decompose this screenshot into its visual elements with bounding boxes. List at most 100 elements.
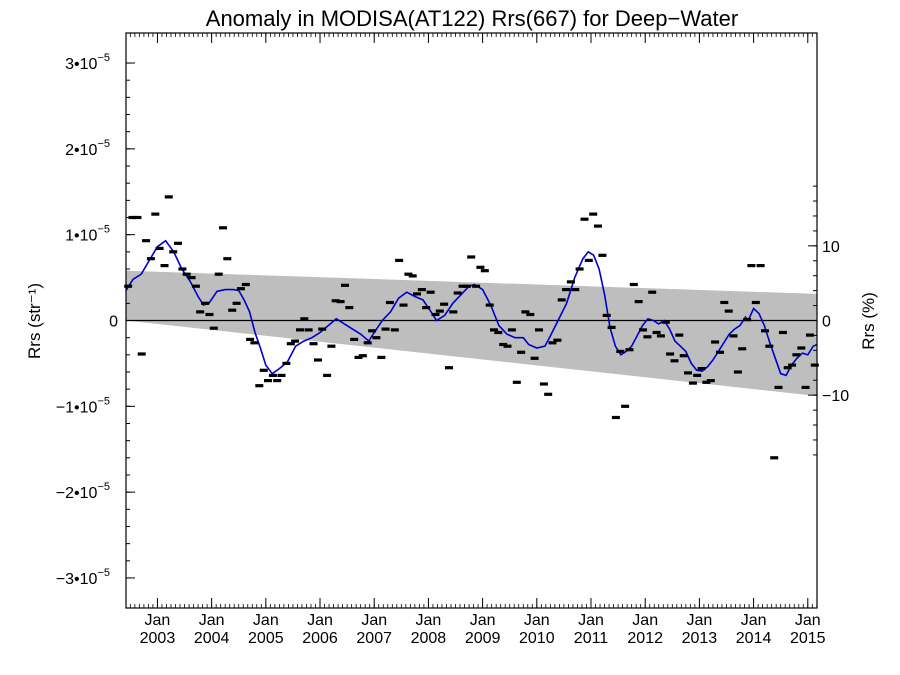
monthly-point: [191, 284, 200, 288]
monthly-point: [747, 264, 756, 268]
monthly-point: [187, 276, 196, 280]
monthly-point: [336, 300, 345, 304]
right-tick-label: −10: [822, 388, 849, 405]
x-tick-label-year: 2010: [519, 630, 555, 647]
left-tick-label: 3•10−5: [65, 52, 110, 73]
monthly-point: [733, 370, 742, 374]
monthly-point: [589, 212, 598, 216]
y-axis-label-right: Rrs (%): [859, 292, 878, 350]
monthly-point: [792, 353, 801, 357]
monthly-point: [661, 320, 670, 324]
monthly-point: [756, 264, 765, 268]
monthly-point: [512, 380, 521, 384]
monthly-point: [634, 300, 643, 304]
monthly-point: [214, 272, 223, 276]
monthly-point: [205, 312, 214, 317]
monthly-point: [584, 258, 593, 262]
monthly-point: [350, 337, 359, 341]
monthly-point: [408, 274, 417, 278]
monthly-point: [196, 310, 205, 314]
monthly-point: [724, 309, 733, 313]
monthly-point: [480, 269, 489, 273]
monthly-point: [246, 337, 255, 341]
monthly-point: [435, 309, 444, 313]
monthly-point: [381, 327, 390, 331]
monthly-point: [151, 212, 160, 216]
uncertainty-band-layer: [126, 270, 817, 397]
monthly-point: [639, 328, 647, 332]
monthly-point: [788, 363, 797, 367]
x-tick-label-month: Jan: [253, 612, 279, 629]
monthly-point: [675, 333, 684, 337]
x-tick-label-month: Jan: [416, 612, 442, 629]
monthly-point: [783, 366, 792, 370]
x-tick-label-month: Jan: [686, 612, 712, 629]
monthly-point: [236, 287, 245, 291]
monthly-point: [535, 328, 543, 332]
monthly-point: [616, 349, 625, 353]
x-tick-label-month: Jan: [361, 612, 387, 629]
monthly-point: [526, 312, 535, 317]
monthly-point: [472, 284, 481, 288]
monthly-point: [146, 257, 155, 261]
x-tick-label-year: 2006: [302, 630, 338, 647]
monthly-point: [385, 300, 394, 305]
monthly-point: [354, 355, 363, 359]
monthly-point: [313, 358, 322, 362]
monthly-point: [738, 347, 747, 351]
x-tick-label-month: Jan: [199, 612, 225, 629]
monthly-point: [611, 415, 620, 420]
monthly-point: [449, 310, 458, 314]
monthly-point: [544, 392, 553, 396]
monthly-point: [426, 290, 435, 294]
monthly-point: [702, 380, 711, 384]
monthly-point: [594, 224, 602, 228]
x-tick-label-month: Jan: [795, 612, 821, 629]
monthly-point: [219, 226, 227, 230]
x-tick-label-year: 2011: [574, 630, 609, 647]
monthly-point: [417, 288, 426, 292]
monthly-point: [201, 301, 210, 305]
left-tick-label: 2•10−5: [65, 138, 110, 159]
monthly-point: [607, 325, 616, 329]
monthly-point: [494, 330, 503, 335]
monthly-point: [390, 328, 399, 332]
left-tick-label: −1•10−5: [56, 395, 110, 416]
monthly-point: [684, 371, 692, 375]
monthly-point: [440, 302, 449, 306]
monthly-point: [264, 379, 272, 383]
monthly-point: [476, 265, 485, 269]
monthly-point: [174, 241, 182, 245]
monthly-point: [232, 301, 241, 305]
x-tick-label-year: 2009: [465, 630, 501, 647]
x-tick-label-month: Jan: [632, 612, 658, 629]
monthly-point: [413, 292, 421, 296]
monthly-point: [458, 284, 467, 288]
monthly-point: [679, 354, 688, 358]
left-y-axis: 3•10−5 2•10−5 1•10−5 0 −1•10−5 −2•10−5 −3•10−5: [56, 52, 135, 588]
monthly-point: [499, 342, 508, 347]
uncertainty-band: [126, 270, 817, 397]
monthly-point: [223, 257, 232, 261]
monthly-point: [765, 344, 774, 348]
monthly-point: [142, 239, 151, 243]
monthly-point: [548, 341, 557, 345]
monthly-point: [445, 366, 453, 370]
x-tick-label-year: 2005: [248, 630, 284, 647]
monthly-point: [656, 334, 665, 338]
monthly-point: [720, 300, 729, 305]
monthly-point: [327, 344, 336, 348]
monthly-point: [169, 250, 178, 254]
monthly-point: [797, 346, 806, 350]
monthly-point: [277, 373, 286, 377]
monthly-point: [363, 341, 372, 345]
monthly-point: [155, 246, 164, 250]
monthly-point: [255, 384, 264, 388]
monthly-point: [778, 330, 787, 335]
monthly-point: [182, 272, 191, 276]
x-tick-label-year: 2014: [736, 630, 772, 647]
monthly-point: [521, 310, 530, 314]
monthly-point: [128, 215, 137, 220]
monthly-point: [503, 344, 512, 348]
